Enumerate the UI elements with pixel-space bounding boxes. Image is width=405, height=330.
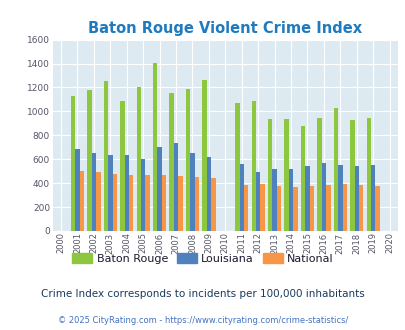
Bar [87, 90, 92, 231]
Bar [284, 118, 288, 231]
Bar [79, 171, 84, 231]
Bar [124, 155, 129, 231]
Bar [185, 89, 190, 231]
Bar [251, 101, 255, 231]
Bar [276, 186, 281, 231]
Bar [337, 165, 342, 231]
Bar [173, 143, 178, 231]
Bar [354, 166, 358, 231]
Bar [316, 118, 321, 231]
Bar [260, 184, 264, 231]
Bar [108, 155, 112, 231]
Bar [309, 186, 313, 231]
Bar [366, 118, 370, 231]
Bar [272, 169, 276, 231]
Bar [153, 63, 157, 231]
Bar [145, 175, 149, 231]
Bar [234, 103, 239, 231]
Bar [136, 87, 141, 231]
Bar [103, 81, 108, 231]
Bar [169, 93, 173, 231]
Bar [239, 164, 243, 231]
Bar [141, 159, 145, 231]
Bar [267, 118, 272, 231]
Bar [358, 185, 362, 231]
Bar [162, 175, 166, 231]
Bar [112, 174, 117, 231]
Bar [202, 80, 206, 231]
Bar [321, 163, 325, 231]
Text: © 2025 CityRating.com - https://www.cityrating.com/crime-statistics/: © 2025 CityRating.com - https://www.city… [58, 316, 347, 325]
Bar [292, 187, 297, 231]
Bar [178, 176, 182, 231]
Bar [305, 166, 309, 231]
Bar [375, 186, 379, 231]
Bar [370, 165, 375, 231]
Bar [120, 101, 124, 231]
Title: Baton Rouge Violent Crime Index: Baton Rouge Violent Crime Index [88, 21, 362, 36]
Bar [243, 185, 248, 231]
Bar [190, 153, 194, 231]
Text: Crime Index corresponds to incidents per 100,000 inhabitants: Crime Index corresponds to incidents per… [41, 289, 364, 299]
Bar [75, 149, 79, 231]
Bar [349, 120, 354, 231]
Bar [333, 108, 337, 231]
Bar [288, 169, 292, 231]
Bar [255, 172, 260, 231]
Bar [342, 184, 346, 231]
Bar [129, 175, 133, 231]
Bar [206, 157, 211, 231]
Bar [157, 147, 162, 231]
Bar [96, 172, 100, 231]
Bar [70, 96, 75, 231]
Bar [211, 178, 215, 231]
Bar [194, 177, 198, 231]
Bar [300, 126, 305, 231]
Bar [92, 153, 96, 231]
Legend: Baton Rouge, Louisiana, National: Baton Rouge, Louisiana, National [68, 248, 337, 268]
Bar [325, 185, 330, 231]
